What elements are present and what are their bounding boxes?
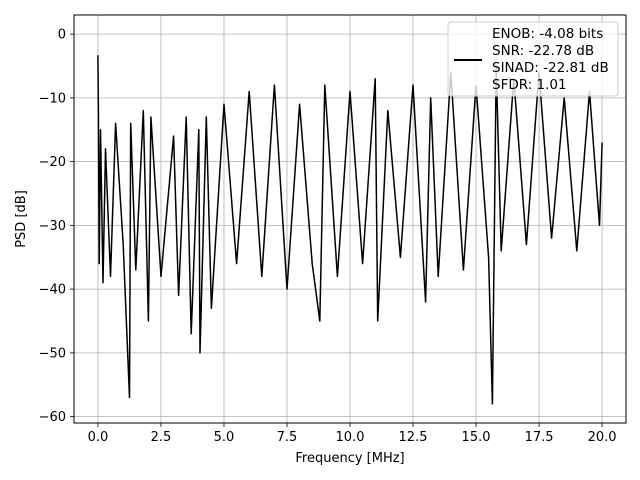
x-tick-label: 5.0 <box>214 430 235 445</box>
legend-line-sfdr: SFDR: 1.01 <box>492 77 567 93</box>
x-axis-label: Frequency [MHz] <box>295 451 404 466</box>
x-tick-label: 10.0 <box>336 430 365 445</box>
legend-line-snr: SNR: -22.78 dB <box>492 43 594 59</box>
y-tick-label: −10 <box>39 91 66 106</box>
y-tick-label: −20 <box>39 155 66 170</box>
legend-line-sinad: SINAD: -22.81 dB <box>492 60 609 76</box>
y-axis-label: PSD [dB] <box>14 190 29 248</box>
y-tick-label: −40 <box>39 283 66 298</box>
x-tick-label: 7.5 <box>277 430 298 445</box>
legend-box <box>447 21 619 97</box>
x-tick-label: 15.0 <box>462 430 491 445</box>
legend-line-enob: ENOB: -4.08 bits <box>492 26 603 42</box>
x-axis-ticks: 0.0 2.5 5.0 7.5 10.0 12.5 15.0 17.5 20.0 <box>88 423 617 445</box>
y-axis-ticks: 0 −10 −20 −30 −40 −50 −60 <box>39 28 74 425</box>
x-tick-label: 17.5 <box>525 430 554 445</box>
y-tick-label: −30 <box>39 219 66 234</box>
y-tick-label: −60 <box>39 410 66 425</box>
legend: ENOB: -4.08 bits SNR: -22.78 dB SINAD: -… <box>447 21 619 97</box>
x-tick-label: 20.0 <box>588 430 617 445</box>
x-tick-label: 12.5 <box>399 430 428 445</box>
x-tick-label: 0.0 <box>88 430 109 445</box>
x-tick-label: 2.5 <box>151 430 172 445</box>
y-tick-label: 0 <box>58 28 66 43</box>
y-tick-label: −50 <box>39 346 66 361</box>
